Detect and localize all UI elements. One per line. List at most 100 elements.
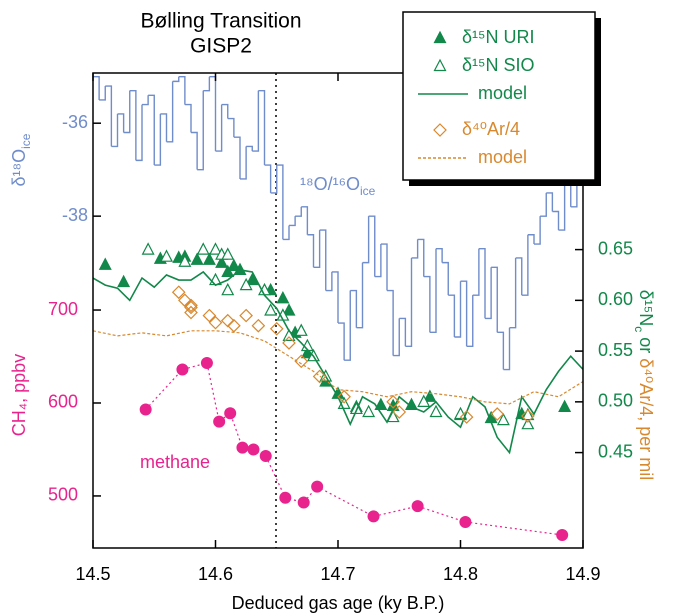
marker bbox=[176, 363, 189, 376]
marker bbox=[160, 249, 173, 262]
label-text: or bbox=[636, 337, 656, 353]
step-segment bbox=[405, 257, 413, 347]
marker bbox=[521, 416, 535, 430]
x-axis-label: Deduced gas age (ky B.P.) bbox=[232, 593, 445, 613]
marker bbox=[429, 404, 443, 418]
y-tick-label: 0.50 bbox=[598, 391, 633, 411]
marker bbox=[521, 407, 535, 421]
annotation: ¹⁸O/¹⁶Oice bbox=[300, 174, 376, 198]
step-segment bbox=[313, 230, 321, 268]
step-segment bbox=[380, 243, 388, 291]
step-segment bbox=[233, 136, 241, 179]
step-segment bbox=[215, 104, 223, 152]
marker bbox=[496, 412, 510, 426]
marker bbox=[184, 300, 198, 315]
legend-label: model bbox=[478, 147, 527, 167]
marker bbox=[459, 515, 472, 528]
legend-label: δ¹⁵N SIO bbox=[462, 55, 534, 75]
step-segment bbox=[142, 95, 149, 106]
marker bbox=[392, 405, 407, 419]
step-segment bbox=[448, 294, 456, 337]
y-tick-label: 700 bbox=[48, 299, 78, 319]
x-tick-label: 14.9 bbox=[565, 564, 600, 584]
step-segment bbox=[478, 247, 486, 319]
step-segment bbox=[387, 289, 394, 356]
step-segment bbox=[221, 103, 229, 119]
step-segment bbox=[374, 244, 382, 278]
step-segment bbox=[399, 317, 407, 347]
legend-label: δ¹⁵N URI bbox=[462, 27, 534, 47]
marker bbox=[202, 252, 216, 265]
x-tick-label: 14.5 bbox=[75, 564, 110, 584]
x-tick-label: 14.7 bbox=[320, 564, 355, 584]
step-segment bbox=[154, 113, 162, 166]
marker bbox=[459, 410, 474, 424]
step-segment bbox=[417, 238, 425, 277]
step-segment bbox=[93, 76, 100, 100]
y2-axis-label: δ¹⁵Nc or δ⁴⁰Ar/4, per mil bbox=[632, 290, 656, 481]
marker bbox=[521, 409, 535, 423]
marker bbox=[433, 58, 447, 72]
annotation: methane bbox=[140, 452, 210, 472]
y-axis-label: δ¹⁸Oice bbox=[9, 133, 33, 186]
marker bbox=[202, 308, 217, 323]
marker bbox=[251, 318, 266, 333]
marker bbox=[139, 403, 152, 416]
y-tick-label: 600 bbox=[48, 392, 78, 412]
marker bbox=[208, 315, 223, 330]
step-segment bbox=[527, 234, 535, 245]
step-segment bbox=[331, 271, 339, 324]
annotation-sub: ice bbox=[360, 184, 376, 198]
marker bbox=[141, 242, 155, 255]
series bbox=[171, 285, 535, 424]
step-segment bbox=[282, 225, 290, 241]
step-segment bbox=[570, 183, 578, 208]
step-segment bbox=[319, 229, 327, 291]
step-segment bbox=[460, 280, 468, 347]
step-segment bbox=[558, 174, 566, 231]
step-segment bbox=[258, 89, 266, 166]
step-segment bbox=[485, 267, 492, 320]
marker bbox=[117, 274, 131, 288]
step-segment bbox=[411, 239, 419, 259]
marker bbox=[282, 328, 296, 341]
label-text: δ⁴⁰Ar/4, per mil bbox=[636, 358, 656, 480]
marker bbox=[200, 357, 213, 370]
marker bbox=[282, 336, 296, 350]
step-segment bbox=[111, 113, 119, 148]
step-segment bbox=[295, 206, 302, 217]
marker bbox=[386, 394, 400, 409]
step-segment bbox=[289, 216, 296, 227]
step-segment bbox=[270, 165, 278, 194]
step-segment bbox=[344, 290, 351, 361]
marker bbox=[259, 449, 272, 462]
step-segment bbox=[429, 248, 437, 334]
step-segment bbox=[423, 275, 431, 333]
label-text: δ¹⁵N bbox=[636, 290, 656, 326]
step-segment bbox=[472, 248, 480, 296]
marker bbox=[239, 308, 253, 323]
marker bbox=[282, 303, 296, 316]
series-line bbox=[145, 362, 563, 536]
marker bbox=[184, 298, 198, 313]
step-segment bbox=[148, 94, 155, 166]
marker bbox=[337, 389, 351, 404]
step-segment bbox=[356, 262, 364, 329]
step-segment bbox=[350, 289, 358, 328]
marker bbox=[490, 407, 505, 421]
x-tick-label: 14.6 bbox=[198, 564, 233, 584]
marker bbox=[558, 399, 572, 413]
legend-label: model bbox=[478, 83, 527, 103]
step-segment bbox=[160, 113, 168, 142]
step-segment bbox=[99, 86, 106, 101]
y-tick-label: 0.55 bbox=[598, 340, 633, 360]
marker bbox=[190, 252, 204, 265]
marker bbox=[236, 441, 249, 454]
step-segment bbox=[227, 117, 235, 138]
step-segment bbox=[503, 327, 511, 371]
marker bbox=[454, 406, 467, 420]
step-segment bbox=[264, 164, 272, 193]
marker bbox=[276, 291, 290, 304]
step-segment bbox=[491, 266, 498, 333]
